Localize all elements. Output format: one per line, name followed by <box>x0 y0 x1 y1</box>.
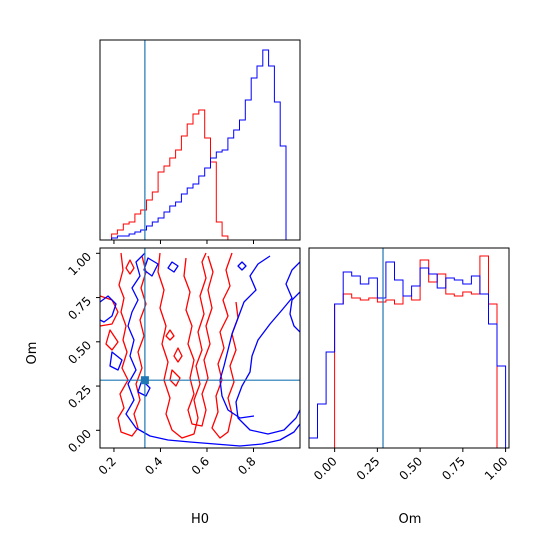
blue-contour <box>109 351 123 371</box>
red-contour <box>100 295 119 327</box>
h0-axis-ticks: 0.2 0.4 0.6 0.8 <box>96 448 259 478</box>
h0-tick-label: 0.8 <box>235 454 258 477</box>
blue-contour <box>219 255 271 419</box>
y-axis-label-om: Om <box>25 342 40 365</box>
red-contour <box>117 252 147 437</box>
blue-contour <box>137 379 151 397</box>
blue-contour <box>125 252 300 447</box>
blue-om-histogram <box>308 261 507 448</box>
red-contour <box>169 369 181 387</box>
om-tick-label: 0.00 <box>311 454 340 483</box>
om-tick-label: 0.75 <box>439 454 468 483</box>
om-tick-label: 0.25 <box>354 454 383 483</box>
h0-histogram-frame <box>99 39 301 241</box>
red-contour <box>157 252 207 439</box>
h0-tick-label: 0.4 <box>142 454 165 477</box>
om-histogram-axis-ticks: 0.00 0.25 0.50 0.75 1.00 <box>311 448 511 483</box>
blue-contour <box>237 261 247 271</box>
contour-frame <box>99 247 301 449</box>
contour-plot-area <box>99 247 301 449</box>
red-contour <box>105 329 119 351</box>
red-contour <box>211 252 239 439</box>
x-axis-label-h0: H0 <box>191 512 209 527</box>
om-tick-label: 1.00 <box>482 454 511 483</box>
blue-h0-histogram <box>100 49 298 241</box>
om-axis-ticks: 0.00 0.25 0.50 0.75 1.00 <box>65 250 100 456</box>
blue-contour <box>235 261 300 435</box>
x-axis-label-om: Om <box>399 512 422 527</box>
red-contour <box>165 329 175 341</box>
red-om-histogram <box>309 255 506 449</box>
red-h0-histogram <box>100 109 298 241</box>
h0-om-contour-panel: 0.2 0.4 0.6 0.8 0.00 0.25 0.50 0.75 1.00 H0 Om <box>25 247 301 527</box>
om-histogram-frame <box>308 247 510 449</box>
om-histogram-area <box>308 247 510 449</box>
h0-histogram-panel <box>99 39 301 244</box>
om-tick-label: 0.75 <box>65 294 94 323</box>
h0-tick-label: 0.2 <box>96 454 119 477</box>
om-tick-label: 0.50 <box>396 454 425 483</box>
om-tick-label: 0.25 <box>65 382 94 411</box>
om-tick-label: 0.00 <box>65 427 94 456</box>
om-histogram-panel: 0.00 0.25 0.50 0.75 1.00 Om <box>308 247 511 527</box>
red-contour <box>183 255 214 427</box>
om-tick-label: 0.50 <box>65 338 94 367</box>
red-contour <box>173 347 183 363</box>
h0-tick-label: 0.6 <box>189 454 212 477</box>
contour-lines <box>100 248 300 448</box>
blue-contour <box>289 291 300 333</box>
om-tick-label: 1.00 <box>65 250 94 279</box>
truth-marker <box>140 376 149 385</box>
red-contour <box>125 259 135 275</box>
blue-contour <box>100 295 117 323</box>
blue-contour <box>167 261 179 273</box>
